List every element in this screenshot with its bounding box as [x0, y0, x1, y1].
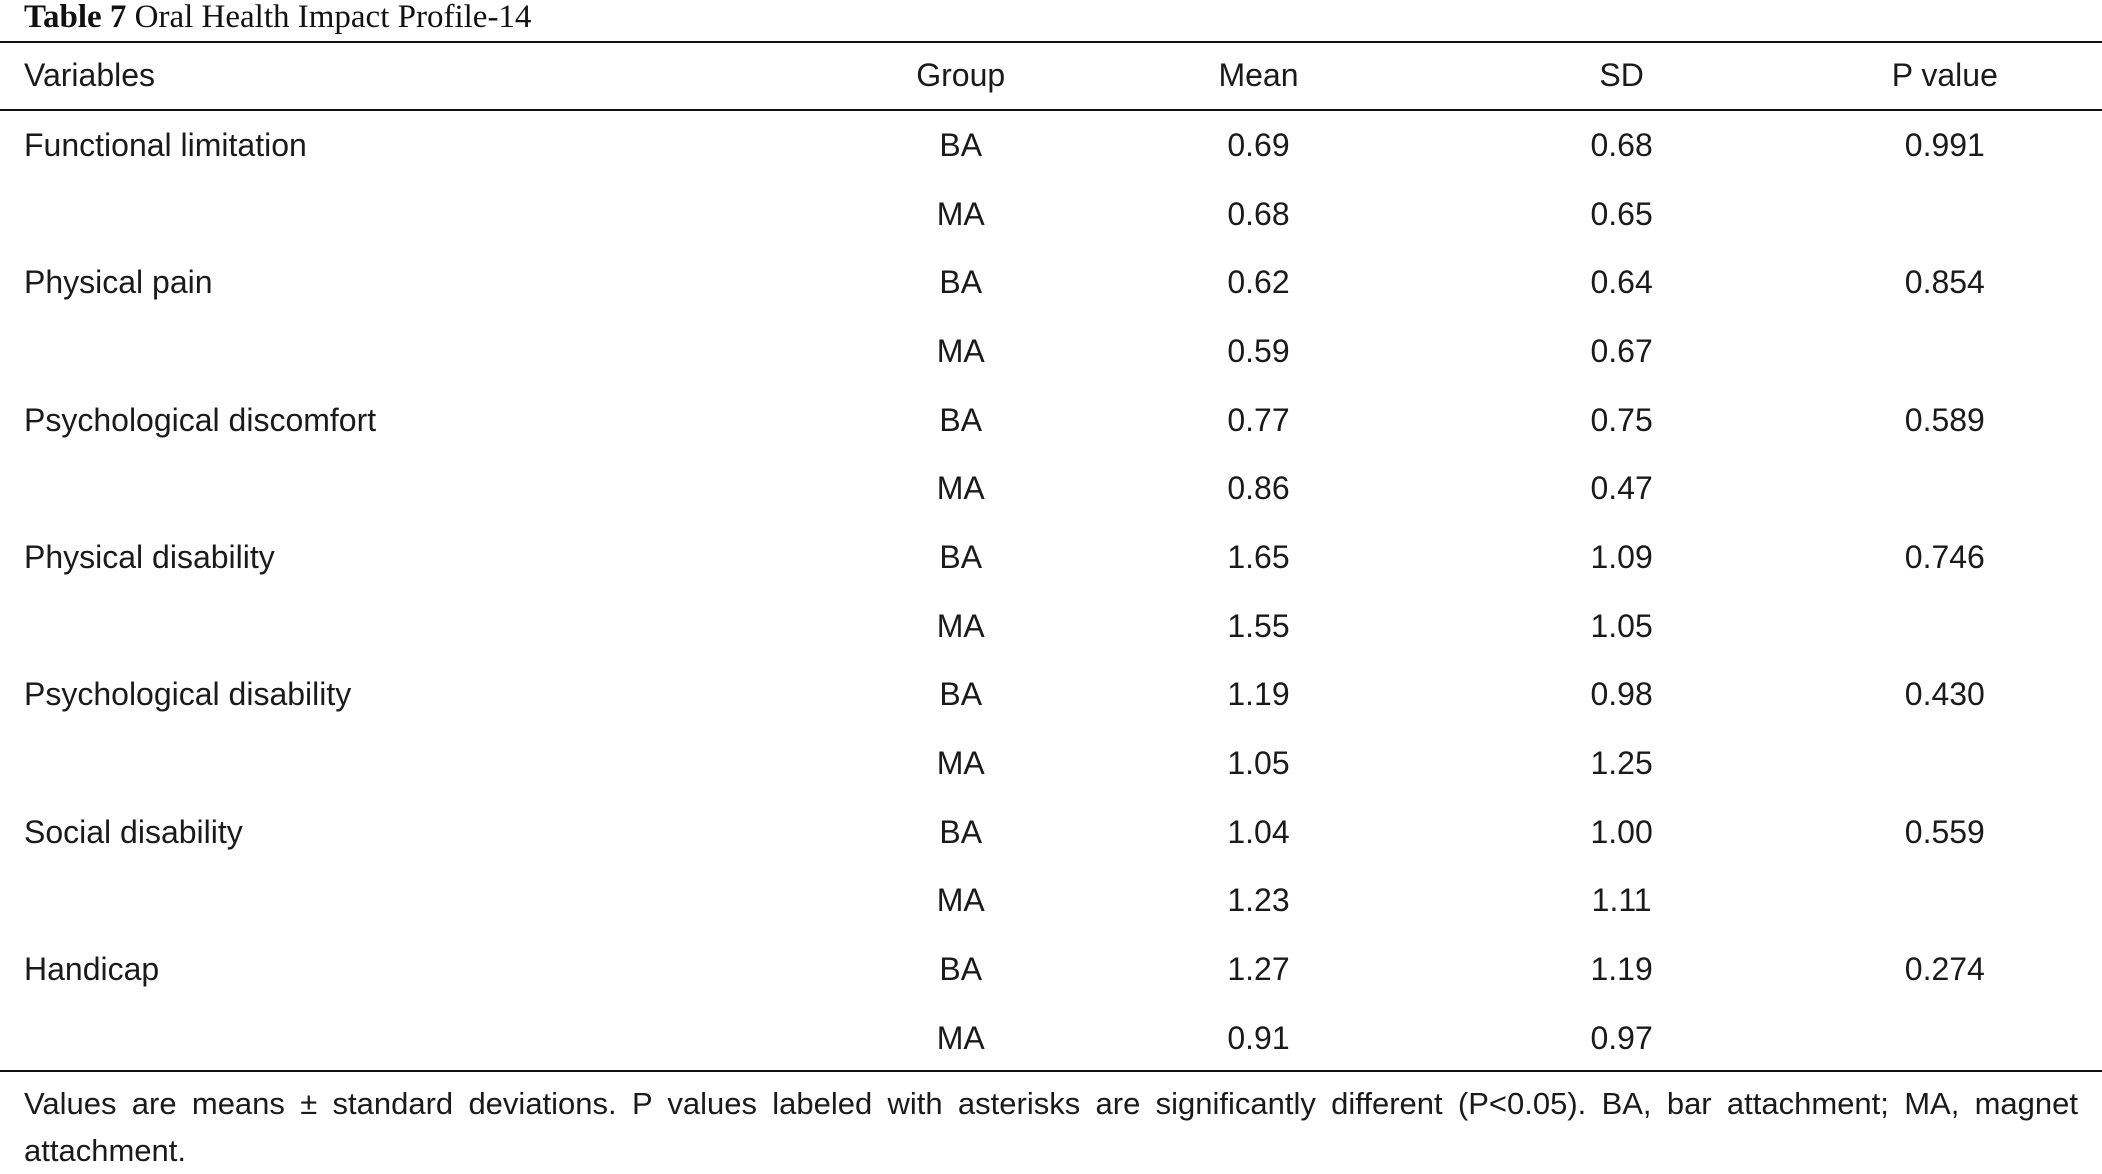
header-variables: Variables — [24, 57, 156, 93]
cell-sd: 0.68 — [1590, 126, 1653, 163]
table-row: Functional limitation BA 0.69 0.68 0.991 — [0, 109, 2102, 180]
cell-p-value — [1788, 867, 2102, 936]
cell-variable: Physical pain — [24, 264, 213, 301]
table-row: MA 1.23 1.11 — [0, 867, 2102, 936]
cell-p-value — [1788, 180, 2102, 249]
cell-variable — [0, 1004, 860, 1073]
cell-mean: 0.68 — [1227, 195, 1290, 232]
table-row: MA 0.59 0.67 — [0, 317, 2102, 386]
table-row: MA 1.05 1.25 — [0, 729, 2102, 798]
ohip-table: Variables Group Mean SD P value Function… — [0, 42, 2102, 1073]
cell-group: BA — [939, 401, 983, 438]
cell-sd: 1.19 — [1590, 951, 1653, 988]
cell-sd: 0.64 — [1590, 264, 1653, 301]
cell-p-value: 0.559 — [1904, 813, 1985, 850]
cell-group: BA — [939, 813, 983, 850]
cell-p-value: 0.589 — [1904, 401, 1985, 438]
header-sd: SD — [1599, 57, 1644, 93]
cell-mean: 0.91 — [1227, 1019, 1290, 1056]
cell-variable: Physical disability — [24, 538, 275, 575]
cell-sd: 1.25 — [1590, 745, 1653, 782]
cell-mean: 0.77 — [1227, 401, 1290, 438]
cell-sd: 0.67 — [1590, 332, 1653, 369]
table-row: Physical pain BA 0.62 0.64 0.854 — [0, 248, 2102, 317]
cell-sd: 0.75 — [1590, 401, 1653, 438]
header-p-value: P value — [1891, 57, 1998, 93]
cell-group: BA — [939, 126, 983, 163]
header-group: Group — [916, 57, 1006, 93]
cell-variable: Handicap — [24, 951, 160, 988]
header-row: Variables Group Mean SD P value — [0, 42, 2102, 109]
cell-sd: 1.05 — [1590, 607, 1653, 644]
cell-variable — [0, 454, 860, 523]
cell-mean: 1.55 — [1227, 607, 1290, 644]
header-mean: Mean — [1218, 57, 1299, 93]
cell-sd: 1.09 — [1590, 538, 1653, 575]
table-row: Handicap BA 1.27 1.19 0.274 — [0, 935, 2102, 1004]
cell-mean: 0.86 — [1227, 470, 1290, 507]
cell-mean: 1.05 — [1227, 745, 1290, 782]
cell-mean: 0.62 — [1227, 264, 1290, 301]
table-row: Social disability BA 1.04 1.00 0.559 — [0, 798, 2102, 867]
cell-mean: 1.65 — [1227, 538, 1290, 575]
cell-p-value — [1788, 592, 2102, 661]
cell-group: MA — [936, 470, 985, 507]
bottom-rule — [0, 1070, 2102, 1072]
cell-mean: 0.59 — [1227, 332, 1290, 369]
cell-mean: 1.19 — [1227, 676, 1290, 713]
cell-variable — [0, 317, 860, 386]
cell-variable — [0, 729, 860, 798]
table-title: Oral Health Impact Profile-14 — [134, 0, 532, 35]
cell-group: BA — [939, 538, 983, 575]
cell-p-value — [1788, 454, 2102, 523]
cell-group: MA — [936, 745, 985, 782]
cell-group: MA — [936, 1019, 985, 1056]
table-row: MA 0.91 0.97 — [0, 1004, 2102, 1073]
cell-p-value — [1788, 317, 2102, 386]
cell-variable: Functional limitation — [24, 126, 307, 163]
cell-variable: Psychological discomfort — [24, 401, 377, 438]
table-footnote: Values are means ± standard deviations. … — [24, 1086, 2078, 1168]
cell-sd: 0.65 — [1590, 195, 1653, 232]
cell-mean: 1.04 — [1227, 813, 1290, 850]
cell-group: MA — [936, 607, 985, 644]
cell-group: BA — [939, 676, 983, 713]
cell-group: MA — [936, 195, 985, 232]
cell-p-value: 0.430 — [1904, 676, 1985, 713]
cell-p-value — [1788, 729, 2102, 798]
header-rule — [0, 109, 2102, 111]
cell-variable — [0, 180, 860, 249]
cell-sd: 0.97 — [1590, 1019, 1653, 1056]
top-rule — [0, 41, 2102, 43]
cell-sd: 0.47 — [1590, 470, 1653, 507]
cell-variable — [0, 592, 860, 661]
cell-p-value: 0.274 — [1904, 951, 1985, 988]
cell-group: MA — [936, 332, 985, 369]
cell-sd: 0.98 — [1590, 676, 1653, 713]
cell-variable: Psychological disability — [24, 676, 352, 713]
cell-group: BA — [939, 264, 983, 301]
cell-sd: 1.00 — [1590, 813, 1653, 850]
table-number: Table 7 — [24, 0, 127, 35]
cell-p-value: 0.854 — [1904, 264, 1985, 301]
table-row: MA 0.68 0.65 — [0, 180, 2102, 249]
cell-p-value: 0.991 — [1904, 126, 1985, 163]
table-row: Psychological discomfort BA 0.77 0.75 0.… — [0, 386, 2102, 455]
cell-p-value — [1788, 1004, 2102, 1073]
cell-p-value: 0.746 — [1904, 538, 1985, 575]
cell-sd: 1.11 — [1591, 882, 1652, 919]
table-row: MA 1.55 1.05 — [0, 592, 2102, 661]
cell-group: MA — [936, 882, 985, 919]
cell-variable — [0, 867, 860, 936]
table-row: Physical disability BA 1.65 1.09 0.746 — [0, 523, 2102, 592]
cell-variable: Social disability — [24, 813, 243, 850]
cell-mean: 0.69 — [1227, 126, 1290, 163]
cell-mean: 1.23 — [1227, 882, 1290, 919]
table-caption: Table 7 Oral Health Impact Profile-14 — [24, 0, 531, 37]
cell-mean: 1.27 — [1227, 951, 1290, 988]
table-row: Psychological disability BA 1.19 0.98 0.… — [0, 661, 2102, 730]
table-row: MA 0.86 0.47 — [0, 454, 2102, 523]
cell-group: BA — [939, 951, 983, 988]
